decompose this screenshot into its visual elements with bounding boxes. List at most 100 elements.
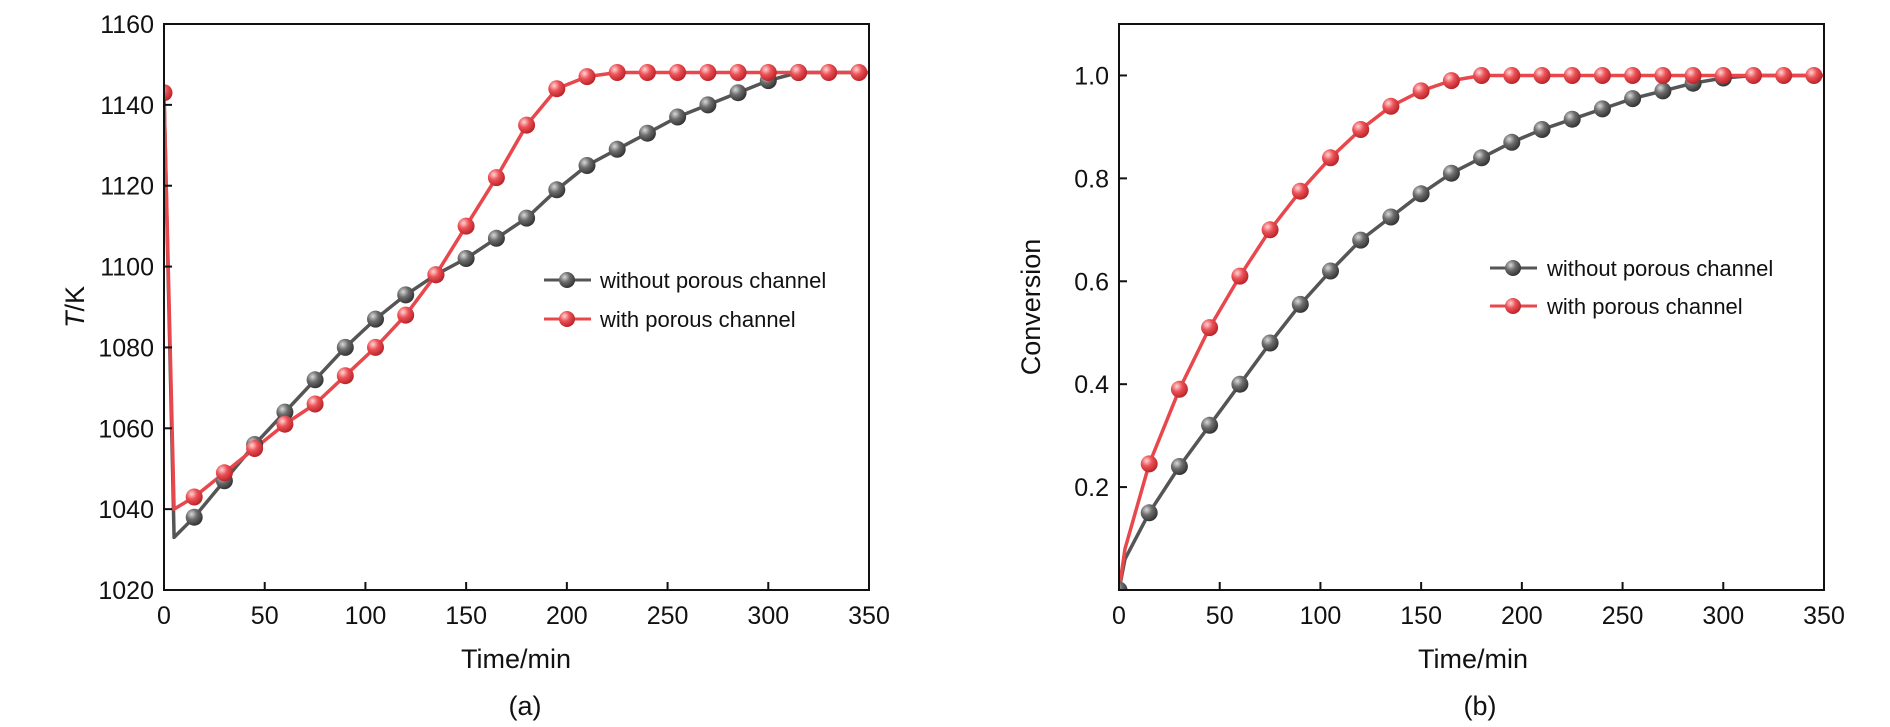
data-point-a-1-5	[306, 395, 324, 413]
data-point-b-0-15	[1563, 110, 1581, 128]
data-point-b-0-9	[1382, 208, 1400, 226]
data-point-b-1-22	[1805, 67, 1823, 84]
data-point-b-0-18	[1654, 82, 1672, 100]
data-point-a-1-12	[518, 116, 536, 134]
data-point-a-0-17	[699, 96, 717, 114]
data-point-b-1-3	[1231, 267, 1249, 285]
data-point-b-1-21	[1775, 67, 1793, 84]
data-point-a-0-12	[548, 181, 566, 199]
data-point-a-1-7	[367, 338, 384, 356]
data-point-a-1-14	[578, 68, 596, 86]
data-point-b-0-6	[1291, 295, 1309, 313]
y-tick-label-b: 1.0	[1074, 62, 1109, 90]
data-point-a-1-8	[397, 306, 415, 324]
x-tick-label-b: 200	[1501, 602, 1543, 630]
data-point-b-1-15	[1593, 67, 1611, 84]
data-point-a-1-4	[276, 415, 294, 433]
plot-frame-b	[1118, 23, 1825, 591]
legend-a-label-0: without porous channel	[599, 268, 826, 293]
data-point-a-0-0	[185, 508, 203, 526]
data-point-b-0-13	[1503, 133, 1521, 151]
y-axis-label-a: T/K	[60, 286, 90, 328]
data-point-b-1-12	[1503, 67, 1521, 84]
series-layer-a	[163, 64, 869, 540]
data-point-b-0-5	[1261, 334, 1279, 352]
x-tick-label-a: 250	[647, 602, 689, 630]
data-point-a-0-9	[457, 250, 475, 267]
data-point-a-1-18	[699, 64, 717, 81]
panel-label-a: (a)	[509, 691, 542, 721]
legend-a-swatch-marker-1	[559, 311, 575, 327]
data-point-a-0-13	[578, 157, 596, 174]
data-point-a-0-4	[306, 371, 324, 389]
data-point-b-1-16	[1624, 67, 1642, 84]
data-point-a-0-16	[669, 108, 687, 126]
y-tick-label-a: 1140	[100, 92, 154, 120]
x-tick-label-b: 250	[1602, 602, 1644, 630]
data-point-b-0-4	[1231, 375, 1249, 393]
data-point-b-0-0	[1118, 581, 1128, 591]
data-point-b-0-1	[1140, 504, 1158, 522]
data-point-a-1-22	[820, 64, 838, 81]
data-point-a-0-10	[487, 229, 505, 247]
data-point-b-1-11	[1473, 67, 1491, 84]
y-axis-label-b: Conversion	[1016, 239, 1046, 376]
y-tick-label-a: 1060	[98, 415, 154, 443]
x-tick-label-a: 200	[546, 602, 588, 630]
data-point-a-1-19	[729, 64, 747, 81]
y-axis-label-a-italic: T	[60, 309, 90, 328]
data-point-a-0-7	[397, 286, 415, 304]
data-point-a-0-15	[638, 124, 656, 142]
y-tick-label-b: 0.2	[1074, 474, 1109, 502]
data-point-b-1-7	[1352, 121, 1370, 138]
chart-panel-a: 0 50 100 150 200 250 300 350 1020 1040 1060 1080 110…	[60, 11, 890, 721]
legend-b-item-0: without porous channel	[1490, 256, 1773, 281]
data-point-b-0-16	[1593, 100, 1611, 118]
data-point-b-1-20	[1745, 67, 1762, 84]
data-point-a-0-14	[608, 140, 626, 158]
y-tick-label-a: 1020	[98, 577, 154, 605]
x-tick-label-b: 100	[1300, 602, 1342, 630]
data-point-b-1-13	[1533, 67, 1551, 84]
data-point-a-0-3	[276, 403, 294, 421]
data-point-b-0-17	[1624, 90, 1642, 108]
data-point-a-1-13	[548, 80, 566, 98]
data-point-b-1-0	[1140, 455, 1158, 473]
data-point-b-1-4	[1261, 221, 1279, 239]
data-point-a-1-16	[638, 64, 656, 81]
data-point-a-1-20	[759, 64, 777, 81]
data-point-b-1-14	[1563, 67, 1581, 84]
data-point-b-1-8	[1382, 97, 1400, 115]
data-point-a-1-9	[427, 266, 445, 284]
y-tick-label-a: 1120	[100, 173, 154, 201]
x-tick-label-b: 150	[1400, 602, 1442, 630]
data-point-a-0-6	[367, 310, 384, 328]
data-point-b-0-14	[1533, 121, 1551, 138]
legend-a: without porous channel with porous chann…	[544, 268, 826, 332]
data-point-b-0-12	[1473, 149, 1491, 167]
data-point-a-1-21	[790, 64, 807, 81]
data-point-a-1-0	[163, 84, 173, 102]
data-point-b-0-2	[1170, 458, 1188, 475]
y-tick-label-a: 1160	[100, 11, 154, 39]
data-point-a-0-11	[518, 209, 536, 227]
legend-a-label-1: with porous channel	[599, 307, 796, 332]
data-point-a-0-18	[729, 84, 747, 102]
data-point-a-1-23	[850, 64, 868, 81]
legend-b-swatch-marker-0	[1505, 260, 1521, 276]
data-point-a-1-1	[185, 488, 203, 506]
ticks-layer-b: 0 50 100 150 200 250 300 350 0.2 0.4 0.6 0.8 1.0	[1074, 62, 1845, 630]
data-point-b-1-2	[1201, 319, 1219, 337]
data-point-b-0-3	[1201, 416, 1219, 434]
panel-label-b: (b)	[1464, 691, 1497, 721]
data-point-b-1-9	[1412, 82, 1430, 100]
data-point-a-1-6	[336, 367, 354, 385]
data-point-b-1-19	[1714, 67, 1732, 84]
legend-a-swatch-marker-0	[559, 272, 575, 288]
data-point-a-0-5	[336, 338, 354, 356]
legend-a-item-1: with porous channel	[544, 307, 796, 332]
data-point-a-1-3	[246, 440, 264, 457]
legend-b-label-0: without porous channel	[1546, 256, 1773, 281]
x-axis-label-a: Time/min	[461, 644, 571, 674]
